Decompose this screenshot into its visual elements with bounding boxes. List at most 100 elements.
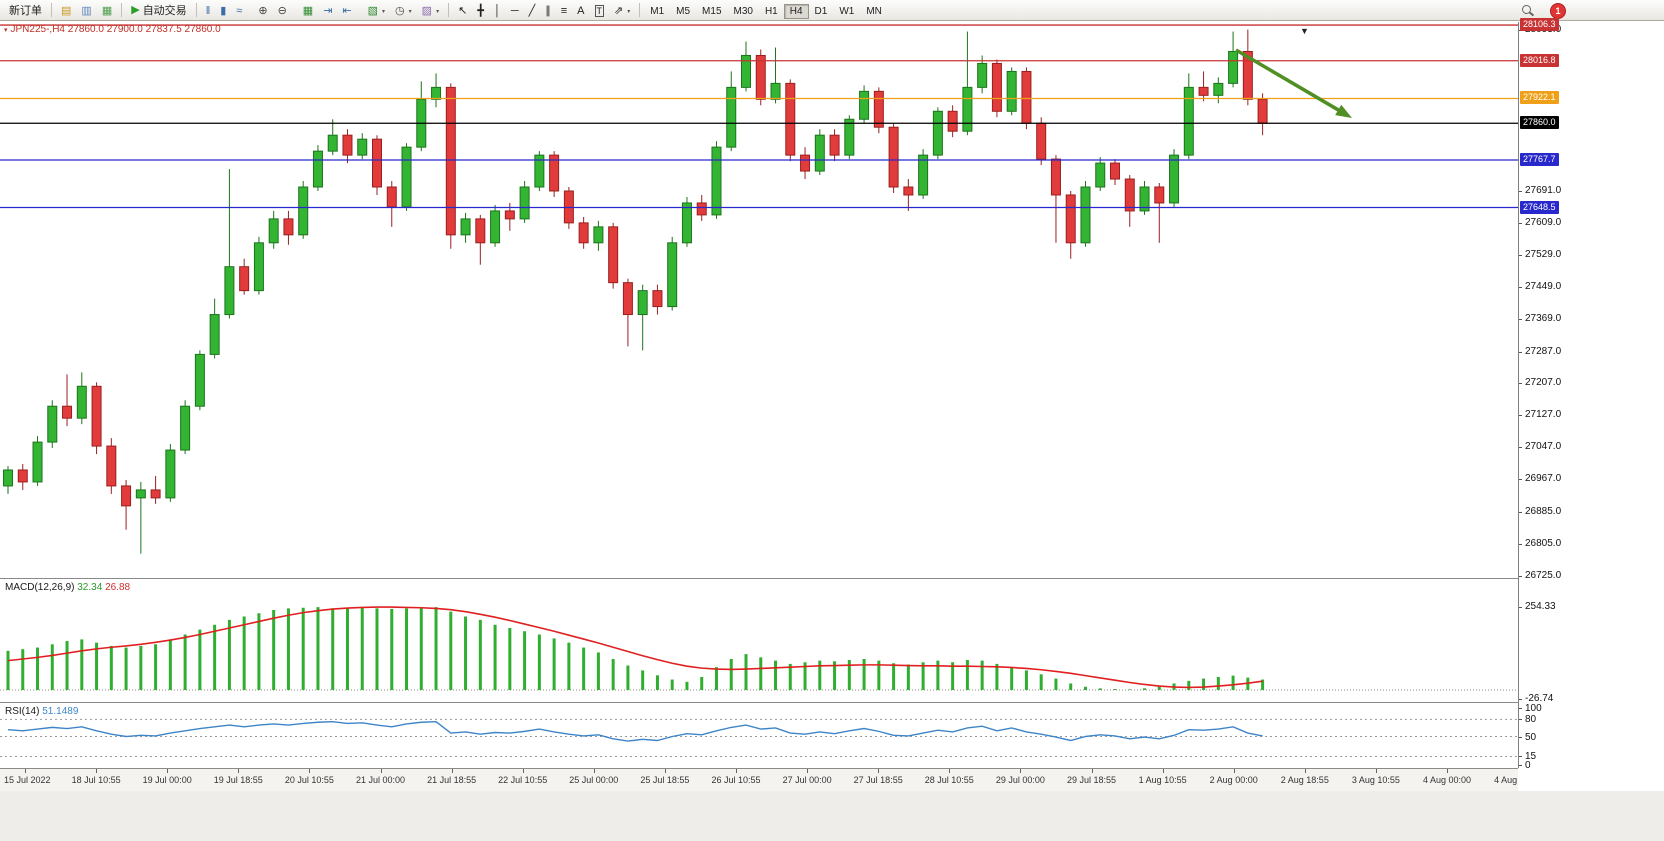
toolbar-separator [639, 3, 641, 17]
time-axis-label: 26 Jul 10:55 [711, 775, 761, 785]
fibonacci-button[interactable]: ≡ [556, 3, 572, 20]
notification-badge[interactable]: 1 [1550, 2, 1566, 19]
trendline-button[interactable]: ╱ [524, 3, 541, 20]
axis-tick [1518, 383, 1522, 385]
time-tick [736, 769, 737, 773]
candlestick-chart-icon: ▮ [220, 4, 227, 17]
axis-tick [1518, 255, 1522, 257]
crosshair-icon: ╋ [477, 4, 484, 17]
chart-shift-button[interactable]: ⇤ [337, 3, 356, 20]
horizontal-line-button[interactable]: ─ [506, 3, 524, 20]
new-order-button[interactable]: 新订单 [4, 2, 47, 19]
text-button[interactable]: A [572, 3, 589, 20]
pane-separator[interactable] [0, 702, 1664, 703]
timeframe-mn-button[interactable]: MN [860, 4, 888, 19]
bar-chart-button[interactable]: ‖ [201, 3, 216, 20]
timeframe-d1-button[interactable]: D1 [809, 4, 834, 19]
time-axis-label: 29 Jul 00:00 [995, 775, 1045, 785]
templates-icon: ▨ [421, 4, 433, 17]
time-axis-label: 1 Aug 10:55 [1138, 775, 1187, 785]
time-axis-label: 2 Aug 18:55 [1280, 775, 1329, 785]
axis-tick [1518, 719, 1522, 721]
search-icon[interactable] [1521, 4, 1534, 17]
macd-chart[interactable] [0, 580, 1518, 702]
toolbar-separator [121, 3, 123, 17]
timeframe-h1-button[interactable]: H1 [759, 4, 784, 19]
trendline-icon: ╱ [528, 4, 536, 17]
axis-tick [1518, 223, 1522, 225]
templates-button[interactable]: ▨ ▾ [417, 3, 444, 20]
rsi-chart[interactable] [0, 704, 1518, 768]
chart-area[interactable]: ▼ ▾ JPN225-,H4 27860.0 27900.0 27837.5 27… [0, 18, 1664, 841]
text-label-button[interactable]: T [590, 2, 610, 19]
time-tick [1233, 769, 1235, 773]
price-axis[interactable]: 28093.027691.027609.027529.027449.027369… [1518, 18, 1664, 791]
candlestick-chart-button[interactable]: ▮ [215, 3, 231, 20]
candlestick-chart[interactable]: ▼ [0, 22, 1518, 578]
time-tick [1447, 769, 1448, 773]
equidistant-channel-icon: ∥ [545, 4, 551, 17]
price-line-badge: 27860.0 [1520, 116, 1559, 130]
rsi-value: 51.1489 [42, 706, 79, 717]
window-bottom-area [0, 791, 1664, 841]
equidistant-channel-button[interactable]: ∥ [540, 3, 556, 20]
time-axis-label: 4 Aug 00:00 [1422, 775, 1472, 785]
timeframe-h4-button[interactable]: H4 [783, 4, 809, 19]
macd-name: MACD(12,26,9) [5, 582, 75, 593]
axis-tick [1518, 415, 1522, 417]
zoom-in-icon: ⊕ [258, 4, 268, 17]
time-axis-label: 15 Jul 2022 [4, 775, 51, 785]
timeframe-m1-button[interactable]: M1 [644, 4, 670, 19]
time-tick [1162, 769, 1164, 773]
price-axis-label: 26885.0 [1525, 505, 1562, 517]
auto-scroll-icon: ⇥ [323, 4, 333, 17]
periods-icon: ◷ [395, 4, 405, 17]
time-tick [167, 769, 169, 773]
zoom-out-button[interactable]: ⊖ [273, 3, 292, 20]
time-axis-label: 25 Jul 18:55 [640, 775, 690, 785]
rsi-name: RSI(14) [5, 706, 40, 717]
autotrading-button[interactable]: ▶ 自动交易 [126, 2, 191, 19]
price-axis-border [1518, 22, 1519, 768]
timeframe-m15-button[interactable]: M15 [696, 4, 727, 19]
macd-label: MACD(12,26,9) 32.34 26.88 [5, 582, 130, 593]
chart-title: ▾ JPN225-,H4 27860.0 27900.0 27837.5 2786… [4, 24, 221, 35]
pane-separator[interactable] [0, 578, 1664, 579]
timeframe-m30-button[interactable]: M30 [728, 4, 759, 19]
price-axis-label: 100 [1525, 703, 1542, 714]
line-chart-button[interactable]: ≈ [231, 3, 247, 20]
toolbar-left-icons: ▤ ▥ ▦ [56, 1, 117, 20]
axis-tick [1518, 698, 1522, 700]
time-tick [1020, 769, 1022, 773]
price-axis-label: 26805.0 [1525, 537, 1562, 549]
new-chart-button[interactable]: ▧ ▾ [363, 3, 390, 20]
cursor-button[interactable]: ↖ [453, 3, 472, 20]
tile-windows-button[interactable]: ▦ [298, 3, 318, 20]
periods-button[interactable]: ◷ ▾ [390, 3, 417, 20]
data-window-button[interactable]: ▥ [76, 3, 96, 20]
time-axis[interactable]: 15 Jul 2022 18 Jul 10:55 19 Jul 00:00 19 Ju… [0, 768, 1664, 791]
timeframe-w1-button[interactable]: W1 [833, 4, 860, 19]
timeframe-m5-button[interactable]: M5 [670, 4, 696, 19]
cursor-icon: ↖ [458, 4, 468, 17]
price-axis-label: 15 [1525, 751, 1537, 763]
time-axis-label: 19 Jul 00:00 [142, 775, 192, 785]
time-axis-label: 18 Jul 10:55 [71, 775, 121, 785]
vertical-line-button[interactable]: │ [489, 3, 506, 20]
axis-tick [1518, 447, 1522, 449]
time-axis-label: 20 Jul 10:55 [284, 775, 334, 785]
tile-windows-icon: ▦ [302, 4, 314, 17]
arrows-button[interactable]: ⇗ ▾ [609, 3, 635, 20]
price-axis-label: 27369.0 [1525, 312, 1562, 324]
toolbar-separator [448, 3, 450, 17]
price-axis-label: 27047.0 [1525, 441, 1562, 453]
time-axis-label: 27 Jul 00:00 [782, 775, 832, 785]
history-center-button[interactable]: ▦ [97, 3, 117, 20]
svg-text:▼: ▼ [1300, 26, 1309, 36]
time-axis-label: 22 Jul 10:55 [498, 775, 548, 785]
toolbar-right-group: 1 [1521, 0, 1566, 21]
crosshair-button[interactable]: ╋ [472, 3, 489, 20]
auto-scroll-button[interactable]: ⇥ [318, 3, 337, 20]
zoom-in-button[interactable]: ⊕ [253, 3, 272, 20]
charts-stack-button[interactable]: ▤ [56, 3, 76, 20]
